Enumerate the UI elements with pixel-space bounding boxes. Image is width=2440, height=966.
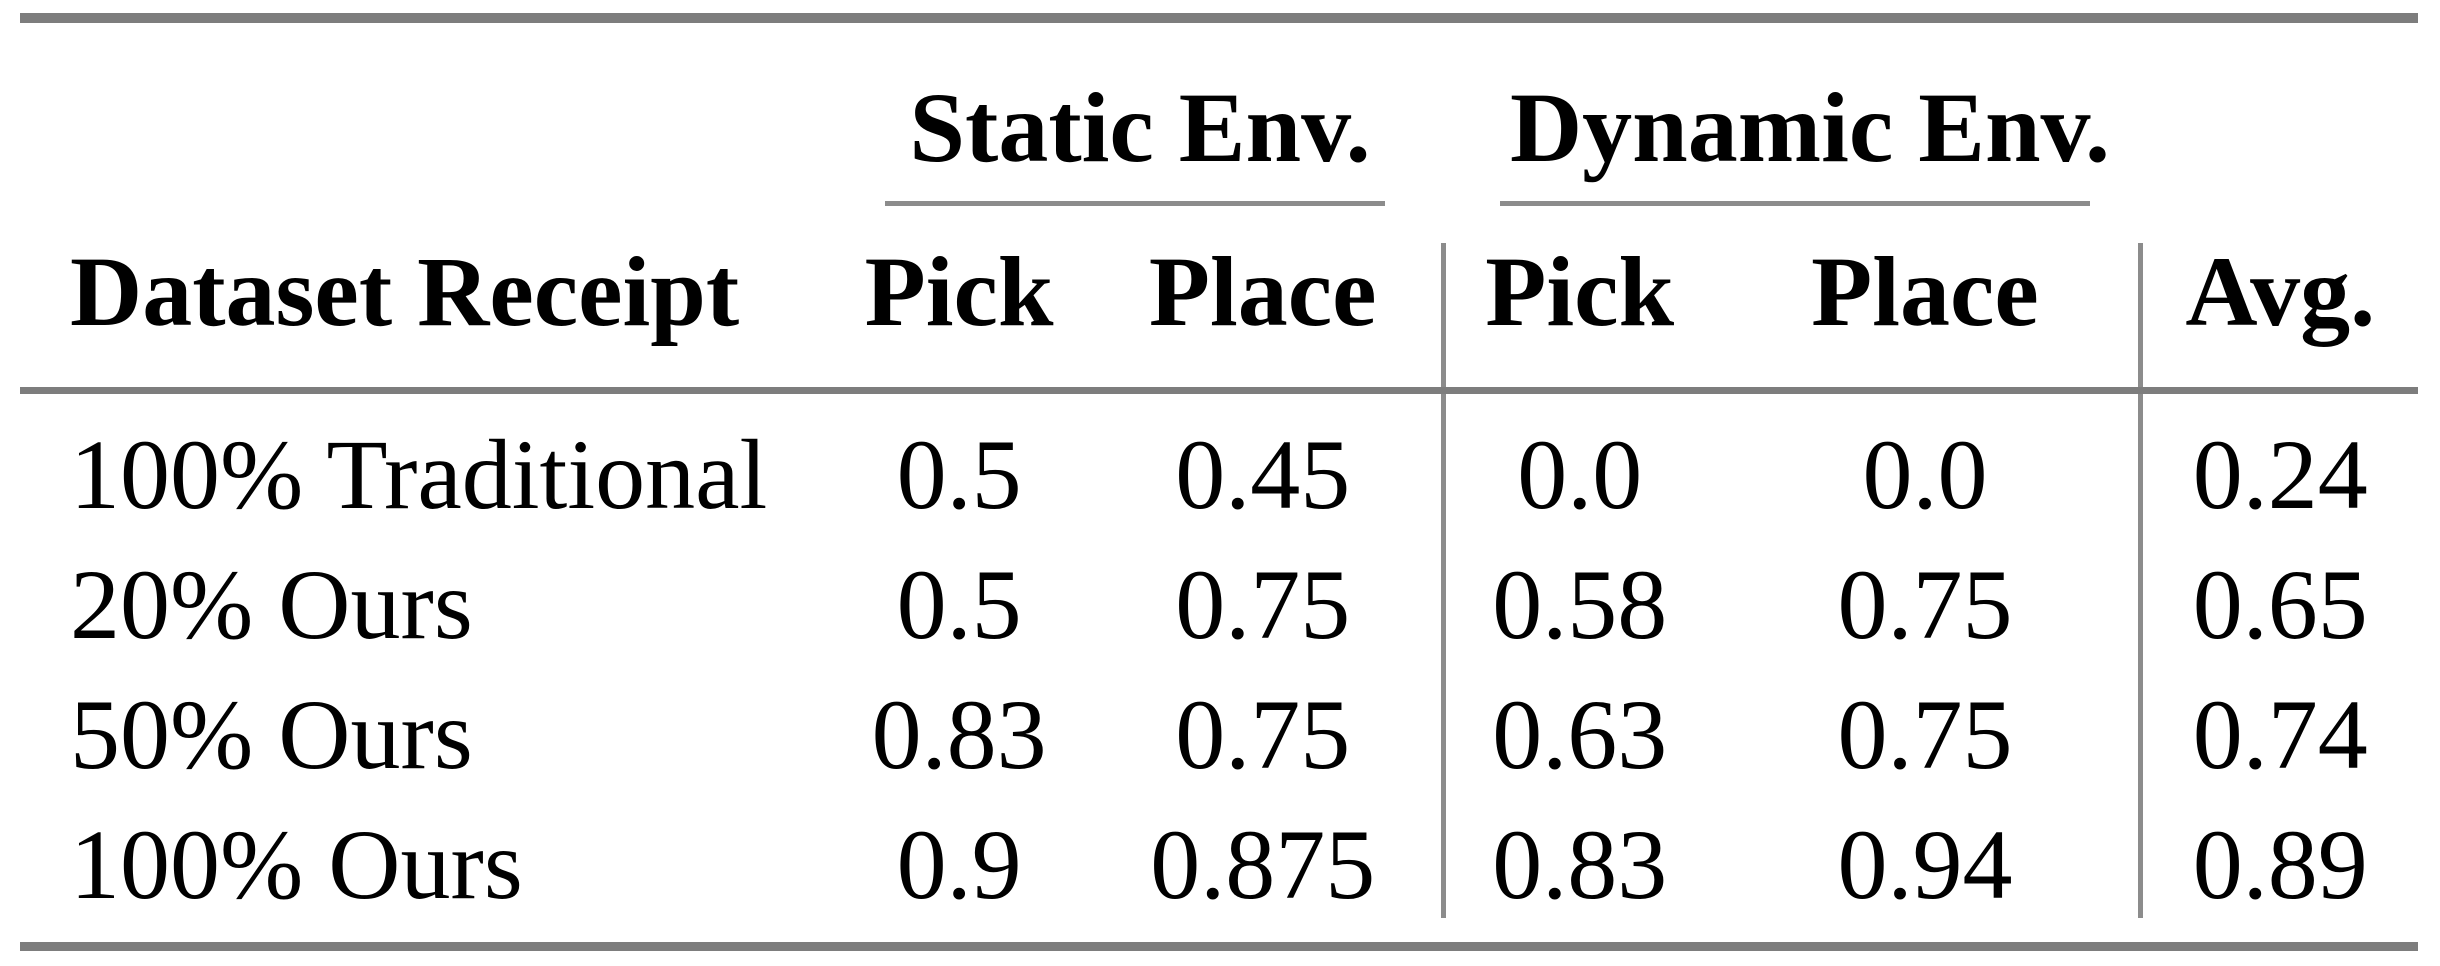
row-label: 100% Ours [70,809,523,920]
cell-dynamic-pick: 0.63 [1492,679,1668,790]
cell-avg: 0.89 [2192,809,2368,920]
table-row: 20% Ours 0.5 0.75 0.58 0.75 0.65 [20,540,2418,670]
cell-dynamic-pick: 0.0 [1517,419,1643,530]
header-avg: Avg. [2185,236,2376,347]
header-dataset-receipt: Dataset Receipt [70,236,740,347]
table-row: 100% Ours 0.9 0.875 0.83 0.94 0.89 [20,800,2418,930]
cell-avg: 0.65 [2192,549,2368,660]
static-env-cmidrule [885,201,1385,206]
column-group-dynamic-env: Dynamic Env. [1509,72,2111,183]
table-header-row: Dataset Receipt Pick Place Pick Place Av… [20,222,2418,362]
header-body-rule [20,387,2418,394]
cell-avg: 0.24 [2192,419,2368,530]
cell-dynamic-place: 0.0 [1862,419,1988,530]
cell-static-pick: 0.5 [896,549,1022,660]
cell-dynamic-pick: 0.58 [1492,549,1668,660]
dynamic-env-cmidrule [1500,201,2090,206]
cell-static-place: 0.75 [1175,549,1351,660]
column-group-static-env: Static Env. [909,72,1371,183]
bottom-rule [20,942,2418,951]
header-static-place: Place [1148,236,1377,347]
table-row: 100% Traditional 0.5 0.45 0.0 0.0 0.24 [20,410,2418,540]
cell-dynamic-place: 0.94 [1837,809,2013,920]
cell-static-pick: 0.5 [896,419,1022,530]
row-label: 20% Ours [70,549,473,660]
cell-static-place: 0.75 [1175,679,1351,790]
avg-separator-rule [2138,243,2143,918]
header-static-pick: Pick [864,236,1054,347]
cell-dynamic-place: 0.75 [1837,679,2013,790]
header-dynamic-pick: Pick [1485,236,1675,347]
table-row: 50% Ours 0.83 0.75 0.63 0.75 0.74 [20,670,2418,800]
header-dynamic-place: Place [1811,236,2039,347]
cell-avg: 0.74 [2192,679,2368,790]
cell-dynamic-pick: 0.83 [1492,809,1668,920]
cell-static-pick: 0.83 [871,679,1047,790]
row-label: 50% Ours [70,679,473,790]
cell-static-pick: 0.9 [896,809,1022,920]
static-dynamic-separator-rule [1441,243,1446,918]
cell-dynamic-place: 0.75 [1837,549,2013,660]
cell-static-place: 0.45 [1175,419,1351,530]
row-label: 100% Traditional [70,419,768,530]
cell-static-place: 0.875 [1150,809,1376,920]
top-rule [20,13,2418,23]
